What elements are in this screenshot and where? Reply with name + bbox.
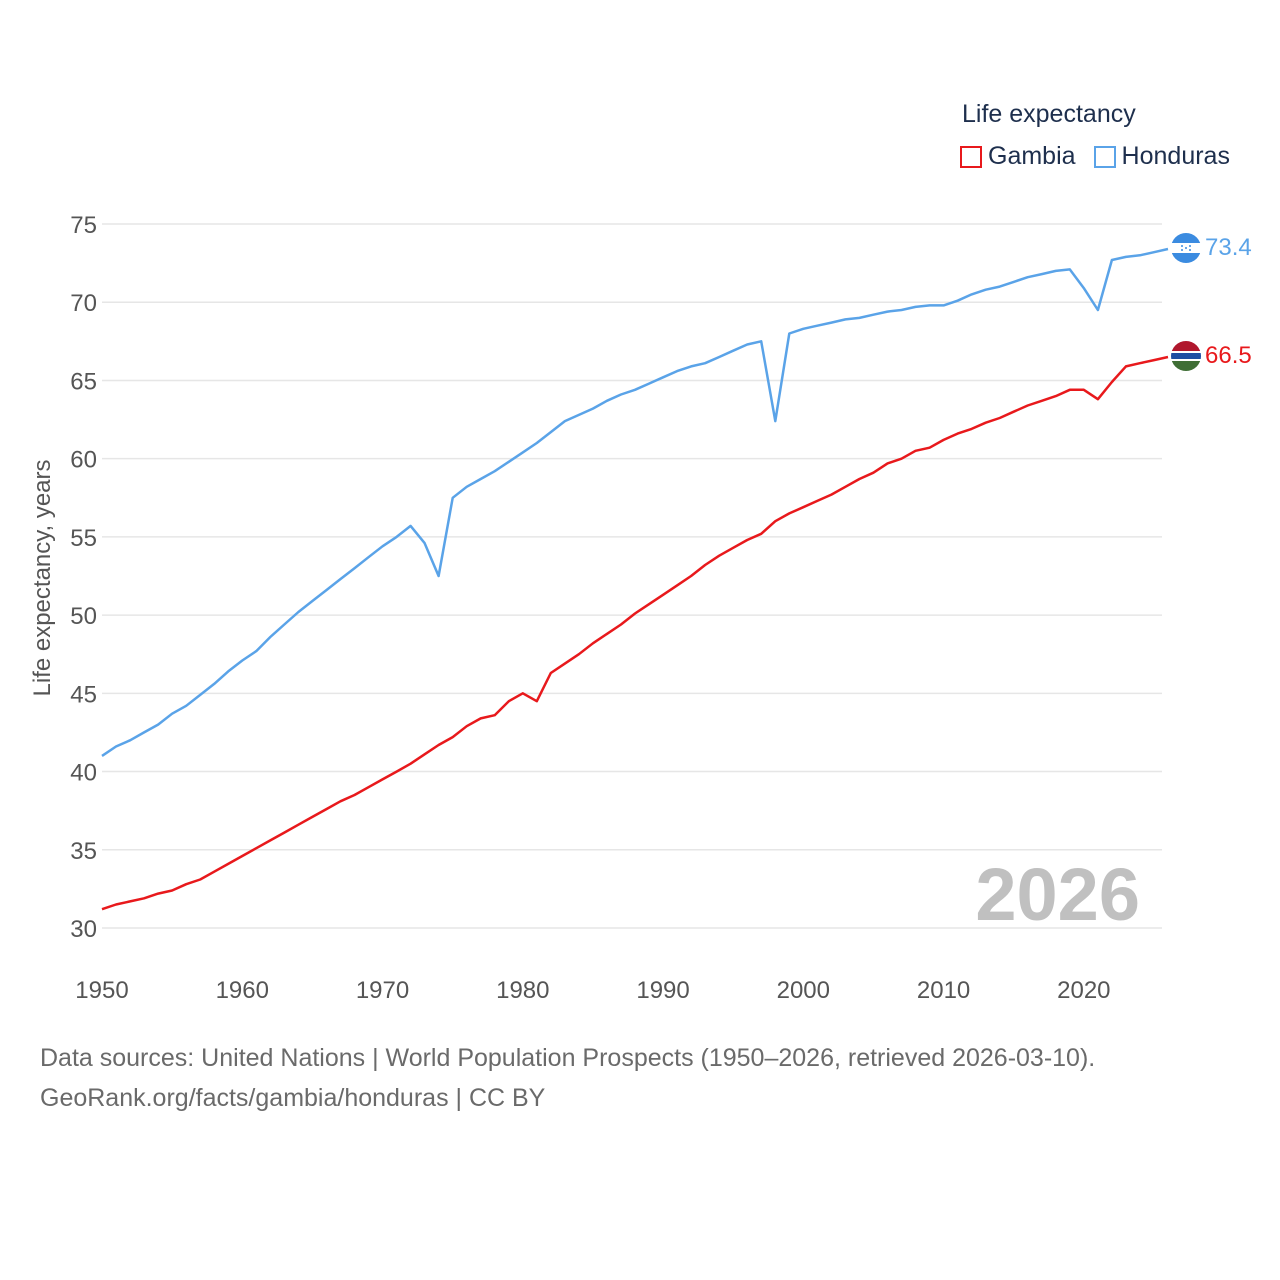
legend-label-gambia: Gambia	[988, 142, 1076, 170]
legend: Gambia Honduras	[960, 142, 1248, 171]
y-axis-label: Life expectancy, years	[29, 459, 56, 696]
series-line-honduras[interactable]	[101, 247, 1169, 757]
source-link[interactable]: GeoRank.org/facts/gambia/honduras | CC B…	[40, 1084, 546, 1112]
legend-swatch-honduras	[1093, 145, 1116, 168]
legend-item-honduras[interactable]: Honduras	[1093, 142, 1230, 171]
legend-title: Life expectancy	[962, 100, 1136, 128]
y-tick-label: 30	[70, 916, 97, 943]
series-line-gambia[interactable]	[101, 355, 1169, 911]
x-tick-label: 1980	[496, 977, 549, 1004]
legend-item-gambia[interactable]: Gambia	[960, 142, 1076, 171]
legend-swatch-gambia	[960, 145, 982, 168]
gambia-flag-icon	[1171, 341, 1201, 371]
y-tick-label: 40	[70, 760, 97, 787]
x-tick-label: 1970	[356, 977, 409, 1004]
data-source-note: Data sources: United Nations | World Pop…	[40, 1044, 1096, 1072]
x-tick-label: 2010	[917, 977, 970, 1004]
y-tick-label: 35	[70, 838, 97, 865]
x-tick-label: 1960	[216, 977, 269, 1004]
x-tick-label: 1950	[75, 977, 128, 1004]
x-tick-label: 2000	[777, 977, 830, 1004]
y-tick-label: 45	[70, 681, 97, 708]
series	[101, 247, 1169, 911]
gridlines	[102, 223, 1162, 929]
y-tick-label: 70	[70, 290, 97, 317]
axes: 30 35 40 45 50 55 60 65 70 75 1950 1960 1970 1980 1990…	[70, 212, 1110, 1004]
x-tick-label: 2020	[1057, 977, 1110, 1004]
y-tick-label: 50	[70, 603, 97, 630]
honduras-flag-icon	[1171, 233, 1201, 263]
y-tick-label: 65	[70, 368, 97, 395]
y-tick-label: 60	[70, 447, 97, 474]
honduras-end-value: 73.4	[1205, 234, 1252, 261]
gambia-end-value: 66.5	[1205, 342, 1252, 369]
legend-label-honduras: Honduras	[1121, 142, 1230, 170]
y-tick-label: 75	[70, 212, 97, 239]
year-watermark: 2026	[975, 853, 1140, 936]
x-tick-label: 1990	[636, 977, 689, 1004]
y-tick-label: 55	[70, 525, 97, 552]
